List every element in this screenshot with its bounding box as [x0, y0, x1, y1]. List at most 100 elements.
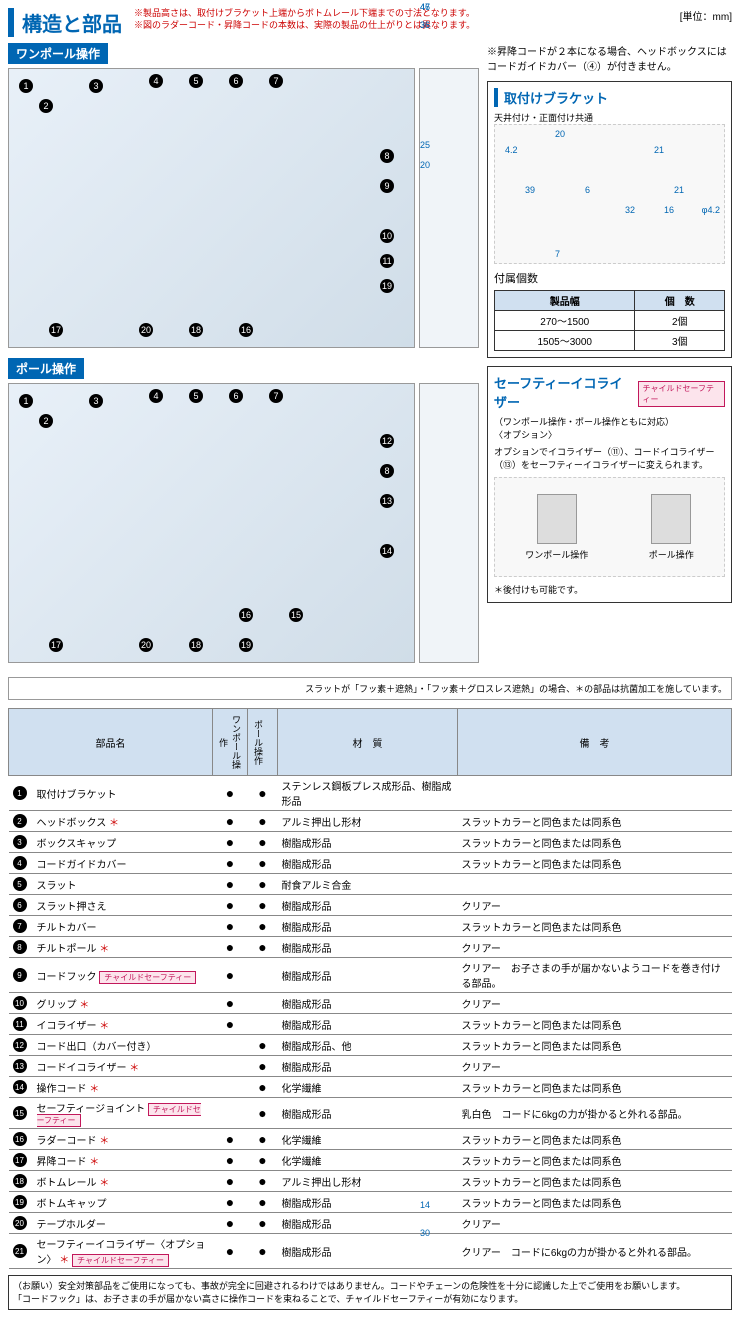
- row-mat: 樹脂成形品: [278, 1213, 458, 1234]
- row-op2: ●: [248, 853, 278, 874]
- table-row: 16ラダーコード ＊●●化学繊維スラットカラーと同色または同系色: [9, 1129, 732, 1150]
- qh2: 個 数: [635, 291, 725, 311]
- row-op1: ●: [213, 874, 248, 895]
- row-name: チルトポール ＊: [33, 937, 213, 958]
- diagram-2-main: 1 2 3 4 5 6 7 12 8 13 14 16 15 17 20 18: [8, 383, 415, 663]
- safety-sub2: 〈オプション〉: [494, 428, 725, 441]
- row-idx: 4: [9, 853, 33, 874]
- row-op2: ●: [248, 1150, 278, 1171]
- th-name: 部品名: [9, 709, 213, 776]
- eq-label-1: ワンポール操作: [525, 548, 588, 561]
- d2-callout-16: 16: [239, 608, 253, 622]
- row-idx: 16: [9, 1129, 33, 1150]
- row-name: ラダーコード ＊: [33, 1129, 213, 1150]
- bd-d9: φ4.2: [702, 205, 720, 215]
- table-row: 1取付けブラケット●●ステンレス鋼板プレス成形品、樹脂成形品: [9, 776, 732, 811]
- bd-d5: 6: [585, 185, 590, 195]
- row-op2: ●: [248, 874, 278, 895]
- table-row: 4コードガイドカバー●●樹脂成形品スラットカラーと同色または同系色: [9, 853, 732, 874]
- row-mat: 化学繊維: [278, 1077, 458, 1098]
- row-idx: 13: [9, 1056, 33, 1077]
- row-op1: ●: [213, 1150, 248, 1171]
- row-name: コードイコライザー ＊: [33, 1056, 213, 1077]
- callout-11: 11: [380, 254, 394, 268]
- table-row: 15セーフティージョイント チャイルドセーフティー●樹脂成形品乳白色 コードに6…: [9, 1098, 732, 1129]
- row-op1: ●: [213, 1213, 248, 1234]
- callout-3: 3: [89, 79, 103, 93]
- row-op1: ●: [213, 832, 248, 853]
- row-op2: ●: [248, 832, 278, 853]
- row-op2: ●: [248, 1129, 278, 1150]
- row-mat: 樹脂成形品: [278, 1014, 458, 1035]
- callout-16: 16: [239, 323, 253, 337]
- row-op1: ●: [213, 1192, 248, 1213]
- table-row: 10グリップ ＊●樹脂成形品クリアー: [9, 993, 732, 1014]
- row-note: スラットカラーと同色または同系色: [458, 832, 732, 853]
- dim-h3: 20: [420, 160, 430, 170]
- safety-title: セーフティーイコライザー: [494, 373, 632, 411]
- d2-callout-14: 14: [380, 544, 394, 558]
- parts-table: 部品名 ワンポール操作 ポール操作 材 質 備 考 1取付けブラケット●●ステン…: [8, 708, 732, 1269]
- safety-sub1: （ワンポール操作・ポール操作ともに対応）: [494, 415, 725, 428]
- diagram-1-side: 47 36 25 20 14 30: [419, 68, 479, 348]
- callout-19: 19: [380, 279, 394, 293]
- row-idx: 6: [9, 895, 33, 916]
- row-idx: 20: [9, 1213, 33, 1234]
- row-name: チルトカバー: [33, 916, 213, 937]
- bd-d2: 4.2: [505, 145, 518, 155]
- table-row: 7チルトカバー●●樹脂成形品スラットカラーと同色または同系色: [9, 916, 732, 937]
- row-mat: 化学繊維: [278, 1129, 458, 1150]
- table-row: 9コードフック チャイルドセーフティー●樹脂成形品クリアー お子さまの手が届かな…: [9, 958, 732, 993]
- callout-8: 8: [380, 149, 394, 163]
- footer-l1: （お願い）安全対策部品をご使用になっても、事故が完全に回避されるわけではありませ…: [13, 1280, 727, 1293]
- safety-diagram: ワンポール操作 ポール操作: [494, 477, 725, 577]
- eq-label-2: ポール操作: [649, 548, 694, 561]
- row-idx: 19: [9, 1192, 33, 1213]
- eq-shape-2: [651, 494, 691, 544]
- qty-label: 付属個数: [494, 270, 725, 286]
- table-row: 8チルトポール ＊●●樹脂成形品クリアー: [9, 937, 732, 958]
- row-note: スラットカラーと同色または同系色: [458, 853, 732, 874]
- d2-callout-19: 19: [239, 638, 253, 652]
- bd-d3: 21: [654, 145, 664, 155]
- callout-7: 7: [269, 74, 283, 88]
- row-name: テープホルダー: [33, 1213, 213, 1234]
- row-op2: ●: [248, 895, 278, 916]
- bd-d3b: 21: [674, 185, 684, 195]
- row-name: ボトムレール ＊: [33, 1171, 213, 1192]
- row-idx: 12: [9, 1035, 33, 1056]
- row-idx: 8: [9, 937, 33, 958]
- row-idx: 15: [9, 1098, 33, 1129]
- row-op1: [213, 1098, 248, 1129]
- row-op1: ●: [213, 853, 248, 874]
- d2-callout-12: 12: [380, 434, 394, 448]
- table-row: 13コードイコライザー ＊●樹脂成形品クリアー: [9, 1056, 732, 1077]
- diagram-1-row: 1 2 3 4 5 6 7 8 9 10 11 19 16 17 20 18: [8, 68, 479, 348]
- table-row: 6スラット押さえ●●樹脂成形品クリアー: [9, 895, 732, 916]
- row-idx: 14: [9, 1077, 33, 1098]
- th-note: 備 考: [458, 709, 732, 776]
- row-op1: ●: [213, 1129, 248, 1150]
- row-note: クリアー: [458, 895, 732, 916]
- table-row: 21セーフティーイコライザー〈オプション〉 ＊ チャイルドセーフティー●●樹脂成…: [9, 1234, 732, 1269]
- callout-1: 1: [19, 79, 33, 93]
- callout-4: 4: [149, 74, 163, 88]
- d2-callout-13: 13: [380, 494, 394, 508]
- row-op2: ●: [248, 916, 278, 937]
- footer-note: （お願い）安全対策部品をご使用になっても、事故が完全に回避されるわけではありませ…: [8, 1275, 732, 1310]
- row-op2: ●: [248, 1171, 278, 1192]
- bd-d4: 39: [525, 185, 535, 195]
- row-op2: ●: [248, 1098, 278, 1129]
- section-1-label: ワンポール操作: [8, 43, 108, 64]
- row-op2: ●: [248, 1056, 278, 1077]
- row-name: スラット: [33, 874, 213, 895]
- row-name: イコライザー ＊: [33, 1014, 213, 1035]
- row-mat: アルミ押出し形材: [278, 811, 458, 832]
- row-name: セーフティージョイント チャイルドセーフティー: [33, 1098, 213, 1129]
- footer-l2: 「コードフック」は、お子さまの手が届かない高さに操作コードを束ねることで、チャイ…: [13, 1293, 727, 1306]
- table-row: 17昇降コード ＊●●化学繊維スラットカラーと同色または同系色: [9, 1150, 732, 1171]
- callout-9: 9: [380, 179, 394, 193]
- dim-h4: 14: [420, 1200, 430, 1210]
- row-idx: 2: [9, 811, 33, 832]
- row-op1: [213, 1035, 248, 1056]
